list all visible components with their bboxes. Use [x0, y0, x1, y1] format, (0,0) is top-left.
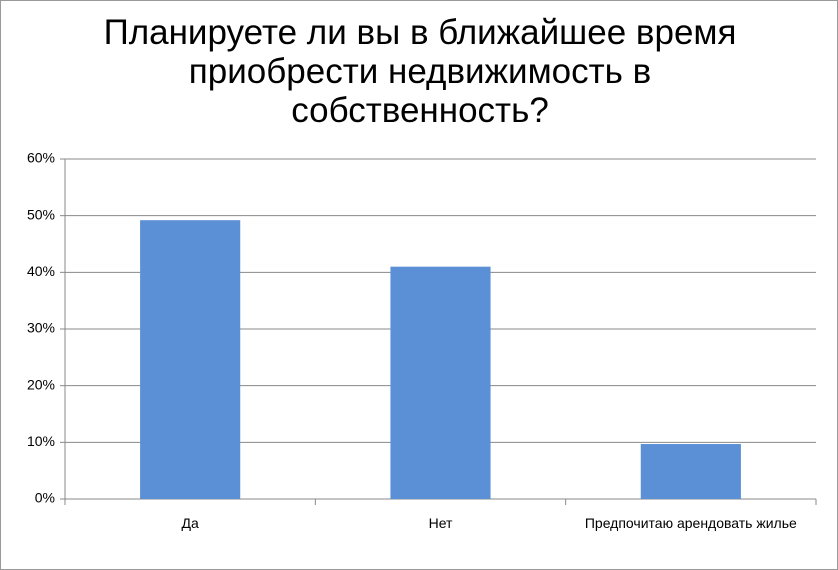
y-tick-label: 10% [27, 433, 55, 449]
y-tick-label: 40% [27, 263, 55, 279]
bar [390, 266, 491, 499]
y-tick-label: 50% [27, 206, 55, 222]
y-tick-label: 20% [27, 376, 55, 392]
bar [640, 444, 741, 499]
chart-title: Планируете ли вы в ближайшее время приоб… [103, 13, 737, 130]
bar [140, 220, 241, 499]
y-tick-label: 0% [35, 490, 55, 506]
x-tick-label: Да [181, 515, 199, 531]
y-tick-label: 60% [27, 150, 55, 166]
x-tick-label: Предпочитаю арендовать жилье [584, 515, 797, 531]
y-tick-label: 30% [27, 320, 55, 336]
x-tick-label: Нет [428, 515, 453, 531]
